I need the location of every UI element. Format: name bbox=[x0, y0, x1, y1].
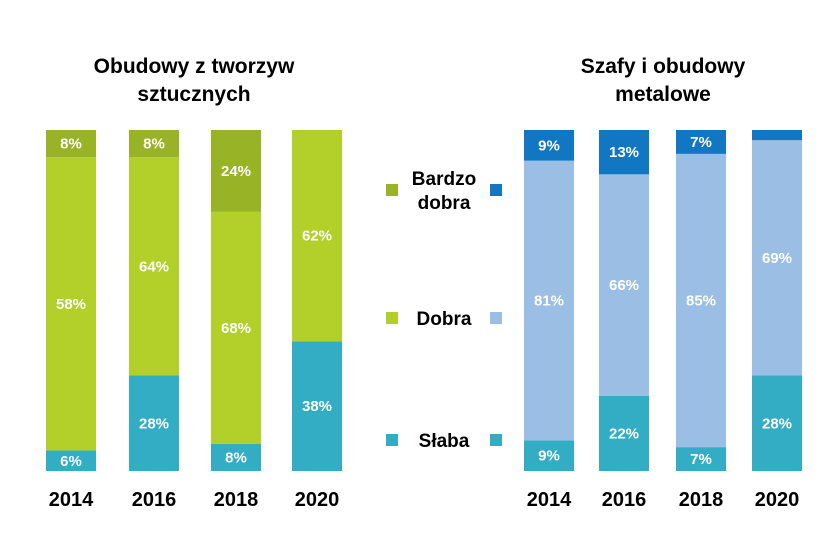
legend-swatch bbox=[386, 312, 398, 324]
legend-swatch bbox=[490, 434, 502, 446]
x-tick-label: 2014 bbox=[527, 489, 572, 511]
legend-swatch bbox=[386, 434, 398, 446]
data-label: 81% bbox=[534, 293, 564, 310]
legend-label: dobra bbox=[418, 193, 471, 214]
data-label: 9% bbox=[538, 137, 560, 154]
legend-swatch bbox=[490, 184, 502, 196]
data-label: 9% bbox=[538, 448, 560, 465]
legend-swatch bbox=[490, 312, 502, 324]
bar-segment bbox=[752, 130, 802, 141]
legend-label: Bardzo bbox=[412, 169, 476, 190]
bar-segment bbox=[46, 130, 96, 158]
bar-segment bbox=[292, 130, 342, 342]
data-label: 8% bbox=[143, 136, 165, 153]
bar-segment bbox=[599, 130, 649, 175]
data-label: 64% bbox=[139, 258, 169, 275]
legend-swatch bbox=[386, 184, 398, 196]
bar-segment bbox=[129, 375, 179, 471]
chart-title-line: metalowe bbox=[615, 83, 711, 106]
data-label: 24% bbox=[221, 163, 251, 180]
data-label: 7% bbox=[690, 134, 712, 151]
data-label: 66% bbox=[609, 277, 639, 294]
bar-segment bbox=[129, 130, 179, 158]
bar-segment bbox=[524, 440, 574, 471]
bar-segment bbox=[524, 160, 574, 441]
chart-title-line: Obudowy z tworzyw bbox=[94, 55, 295, 78]
data-label: 22% bbox=[609, 425, 639, 442]
data-label: 6% bbox=[60, 453, 82, 470]
bar-segment bbox=[292, 341, 342, 471]
bar-segment bbox=[211, 211, 261, 444]
plastic-enclosures-chart: Obudowy z tworzyw sztucznych 6% 58% 8% 2014 28… bbox=[46, 55, 342, 511]
bar-segment bbox=[676, 153, 726, 448]
data-label: 7% bbox=[690, 451, 712, 468]
bar-segment bbox=[46, 450, 96, 471]
data-label: 8% bbox=[225, 449, 247, 466]
data-label: 62% bbox=[302, 228, 332, 245]
data-label: 8% bbox=[60, 136, 82, 153]
data-label: 69% bbox=[762, 250, 792, 267]
bar-segment bbox=[676, 447, 726, 471]
metal-cabinets-chart: Szafy i obudowy metalowe 9% 81% 9% 2014 22% 66%… bbox=[524, 55, 802, 511]
x-tick-label: 2014 bbox=[49, 489, 94, 511]
x-tick-label: 2016 bbox=[602, 489, 647, 511]
data-label: 68% bbox=[221, 320, 251, 337]
bar-segment bbox=[752, 140, 802, 376]
chart-title-line: sztucznych bbox=[137, 83, 250, 106]
bar-segment bbox=[599, 395, 649, 471]
bar-segment bbox=[599, 174, 649, 396]
legend-label: Dobra bbox=[417, 309, 472, 330]
bar-segment bbox=[676, 130, 726, 154]
data-label: 58% bbox=[56, 296, 86, 313]
x-tick-label: 2018 bbox=[214, 489, 259, 511]
x-tick-label: 2020 bbox=[755, 489, 800, 511]
x-tick-label: 2018 bbox=[679, 489, 724, 511]
bar-segment bbox=[129, 157, 179, 376]
bar-segment bbox=[211, 130, 261, 212]
legend: Bardzo dobra Dobra Słaba bbox=[386, 169, 502, 452]
data-label: 28% bbox=[139, 415, 169, 432]
bar-segment bbox=[752, 375, 802, 471]
bar-segment bbox=[524, 130, 574, 161]
chart-title-line: Szafy i obudowy bbox=[581, 55, 746, 78]
data-label: 28% bbox=[762, 415, 792, 432]
x-tick-label: 2016 bbox=[132, 489, 177, 511]
data-label: 85% bbox=[686, 293, 716, 310]
bar-segment bbox=[46, 157, 96, 451]
legend-label: Słaba bbox=[419, 431, 470, 452]
data-label: 13% bbox=[609, 144, 639, 161]
data-label: 38% bbox=[302, 398, 332, 415]
bar-segment bbox=[211, 443, 261, 471]
x-tick-label: 2020 bbox=[295, 489, 340, 511]
